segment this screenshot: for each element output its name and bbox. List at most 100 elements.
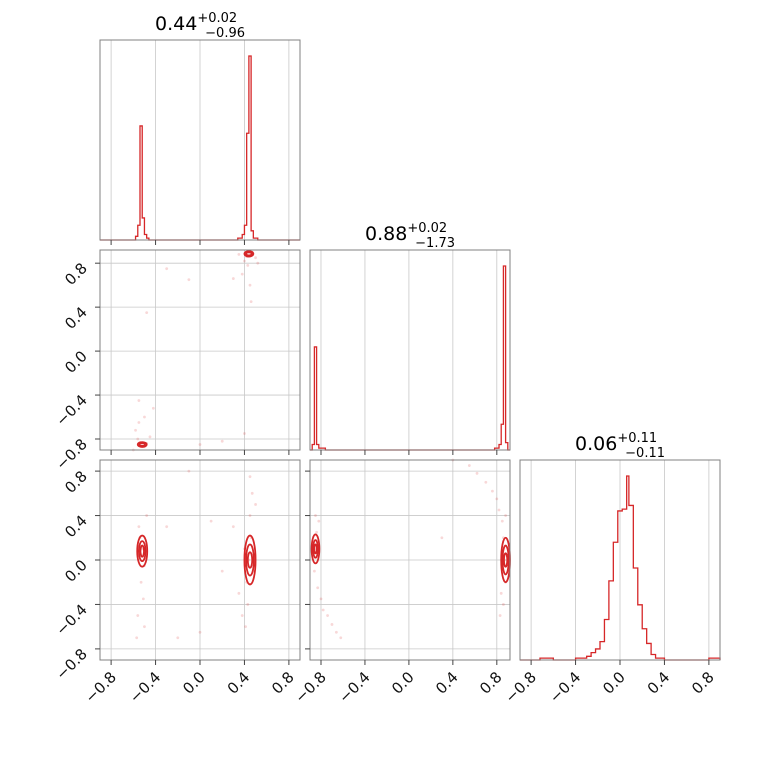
scatter-point [237, 252, 241, 256]
title-minus: −0.11 [625, 446, 665, 461]
title-plus: +0.02 [407, 221, 447, 236]
x-tick-label: 0.0 [599, 668, 629, 698]
scatter-point [319, 597, 323, 601]
histogram-bin [247, 133, 249, 240]
title-median: 0.44 [155, 13, 197, 35]
y-tick-label: 0.8 [61, 259, 91, 289]
histogram-bin [506, 443, 508, 450]
title-param-2: 0.06+0.11 −0.11 [575, 431, 665, 461]
scatter-point [140, 547, 144, 551]
scatter-point [151, 406, 155, 410]
data-layer [100, 55, 721, 661]
title-minus: −0.96 [205, 26, 245, 41]
density-contour [245, 543, 255, 577]
histogram-bin [142, 218, 144, 240]
scatter-point [248, 283, 252, 287]
histogram-bin [604, 620, 608, 660]
density-contour [503, 552, 509, 568]
scatter-point [326, 614, 329, 617]
scatter-point [220, 569, 224, 573]
density-contour [137, 540, 147, 563]
density-contour [243, 250, 255, 258]
title-minus: −1.73 [415, 236, 455, 251]
x-tick-label: 0.0 [179, 668, 209, 698]
scatter-point [316, 586, 320, 590]
scatter-point [321, 608, 325, 612]
y-tick-label: −0.4 [52, 601, 90, 639]
scatter-point [136, 614, 140, 617]
scatter-point [498, 614, 502, 617]
x-tick-label: −0.8 [291, 668, 329, 706]
histogram-param-1 [310, 265, 510, 451]
x-tick-label: −0.8 [81, 668, 119, 706]
density-contour [138, 442, 146, 447]
scatter-point [504, 514, 508, 517]
histogram-bin [618, 511, 622, 660]
scatter-point [141, 597, 145, 601]
scatter-point [139, 580, 143, 584]
x-tick-label: 0.4 [432, 668, 462, 698]
scatter-point [237, 591, 241, 595]
histogram-param-2 [520, 475, 721, 661]
scatter-point [249, 300, 253, 304]
y-tick-label: 0.0 [61, 347, 91, 377]
histogram-bin [138, 225, 140, 240]
histogram-bin [242, 234, 244, 240]
scatter-point [484, 480, 488, 484]
density-contour [245, 251, 253, 257]
scatter-point [165, 525, 169, 529]
histogram-bin [627, 476, 629, 660]
histogram-bin [317, 444, 319, 450]
density-contour [136, 534, 149, 568]
density-contour [501, 544, 510, 576]
scatter-point [145, 514, 149, 517]
title-median: 0.06 [575, 433, 617, 455]
x-tick-label: −0.8 [501, 668, 539, 706]
scatter-point [198, 443, 202, 446]
histogram-bin [501, 424, 503, 450]
histogram-bin [622, 509, 626, 660]
scatter-point [246, 263, 250, 267]
scatter-point [176, 636, 180, 640]
scatter-point [134, 428, 137, 432]
x-tick-label: −0.4 [335, 668, 373, 706]
density-contour [136, 441, 148, 448]
title-median: 0.88 [365, 223, 407, 245]
scatter-point [143, 415, 146, 419]
histogram-bin [136, 236, 138, 240]
scatter-point [240, 272, 244, 276]
title-param-0: 0.44+0.02 −0.96 [155, 11, 245, 41]
x-tick-label: −0.4 [126, 668, 164, 706]
histogram-bin [609, 581, 613, 660]
scatter-point [165, 267, 169, 271]
y-tick-label: 0.0 [61, 556, 91, 586]
scatter-point [254, 503, 257, 506]
histogram-bin [503, 266, 505, 450]
scatter-point [256, 261, 260, 265]
scatter-point [209, 519, 213, 523]
scatter-point [502, 603, 505, 606]
grid-layer [100, 40, 710, 660]
scatter-point [248, 514, 252, 517]
scatter-point [145, 311, 149, 315]
panel-frame-1-1 [309, 249, 511, 451]
scatter-point [143, 625, 146, 629]
scatter-point [330, 623, 334, 626]
histogram-bin [596, 649, 600, 660]
scatter-point [137, 525, 141, 529]
scatter-point [312, 569, 316, 573]
histogram-bin [244, 225, 246, 240]
histogram-bin [587, 656, 591, 660]
x-tick-label: −0.4 [546, 668, 584, 706]
histogram-bin [613, 542, 617, 660]
scatter-point [231, 277, 235, 280]
scatter-point [475, 471, 479, 475]
scatter-point [220, 439, 224, 443]
scatter-point [187, 278, 191, 282]
scatter-point [499, 591, 503, 595]
histogram-bin [647, 643, 651, 660]
scatter-point [244, 625, 247, 629]
scatter-point [467, 464, 471, 467]
scatter-point [198, 630, 202, 634]
